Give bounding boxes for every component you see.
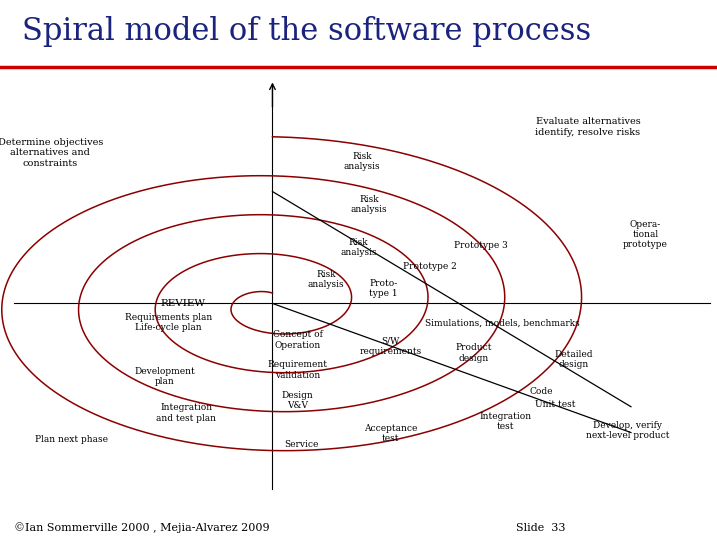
Text: Develop, verify
next-level product: Develop, verify next-level product	[586, 421, 669, 440]
Text: Design
V&V: Design V&V	[282, 391, 313, 410]
Text: Prototype 3: Prototype 3	[454, 241, 507, 250]
Text: Development
plan: Development plan	[135, 367, 195, 386]
Text: Risk
analysis: Risk analysis	[308, 270, 345, 289]
Text: Requirement
validation: Requirement validation	[267, 360, 328, 380]
Text: S/W
requirements: S/W requirements	[360, 337, 422, 356]
Text: Detailed
design: Detailed design	[554, 350, 593, 369]
Text: Spiral model of the software process: Spiral model of the software process	[22, 16, 591, 47]
Text: Risk
analysis: Risk analysis	[351, 195, 388, 214]
Text: Determine objectives
alternatives and
constraints: Determine objectives alternatives and co…	[0, 138, 103, 168]
Text: Requirements plan
Life-cycle plan: Requirements plan Life-cycle plan	[125, 313, 212, 332]
Text: Slide  33: Slide 33	[516, 522, 566, 533]
Text: Simulations, models, benchmarks: Simulations, models, benchmarks	[424, 318, 579, 327]
Text: Proto-
type 1: Proto- type 1	[369, 279, 398, 298]
Text: Concept of
Operation: Concept of Operation	[272, 330, 323, 350]
Text: Risk
analysis: Risk analysis	[343, 152, 381, 171]
Text: Unit test: Unit test	[536, 400, 576, 409]
Text: Opera-
tional
prototype: Opera- tional prototype	[623, 220, 668, 250]
Text: Risk
analysis: Risk analysis	[340, 238, 377, 257]
Text: Prototype 2: Prototype 2	[404, 263, 457, 271]
Text: Code: Code	[530, 387, 553, 396]
Text: Evaluate alternatives
identify, resolve risks: Evaluate alternatives identify, resolve …	[536, 117, 640, 137]
Text: Service: Service	[284, 440, 318, 449]
Text: Plan next phase: Plan next phase	[35, 435, 108, 443]
Text: Integration
test: Integration test	[480, 412, 531, 431]
Text: Acceptance
test: Acceptance test	[364, 424, 417, 443]
Text: Product
design: Product design	[455, 343, 491, 363]
Text: REVIEW: REVIEW	[161, 299, 205, 308]
Text: Integration
and test plan: Integration and test plan	[156, 404, 217, 423]
Text: ©Ian Sommerville 2000 , Mejia-Alvarez 2009: ©Ian Sommerville 2000 , Mejia-Alvarez 20…	[14, 522, 270, 533]
